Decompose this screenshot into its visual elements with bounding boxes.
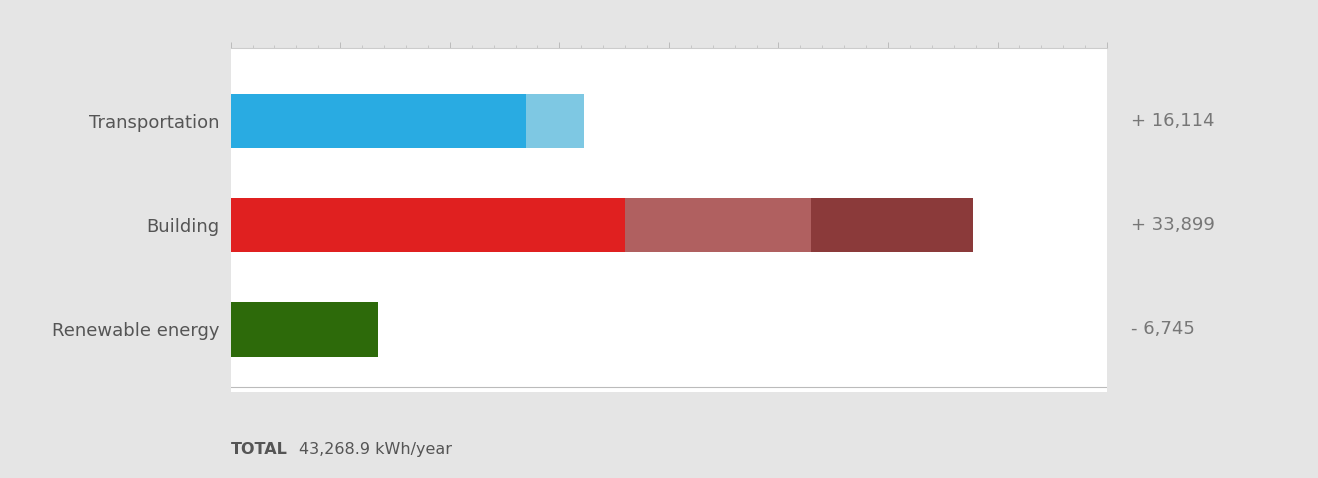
Text: - 6,745: - 6,745 bbox=[1131, 320, 1194, 338]
Bar bbox=[231, 198, 625, 252]
Text: TOTAL: TOTAL bbox=[231, 442, 287, 457]
Text: + 33,899: + 33,899 bbox=[1131, 216, 1215, 234]
Text: + 16,114: + 16,114 bbox=[1131, 112, 1214, 130]
Bar bbox=[526, 94, 584, 148]
Bar bbox=[812, 198, 974, 252]
Text: 43,268.9 kWh/year: 43,268.9 kWh/year bbox=[299, 442, 452, 457]
Bar bbox=[231, 302, 378, 357]
Bar bbox=[625, 198, 812, 252]
Bar bbox=[231, 94, 526, 148]
